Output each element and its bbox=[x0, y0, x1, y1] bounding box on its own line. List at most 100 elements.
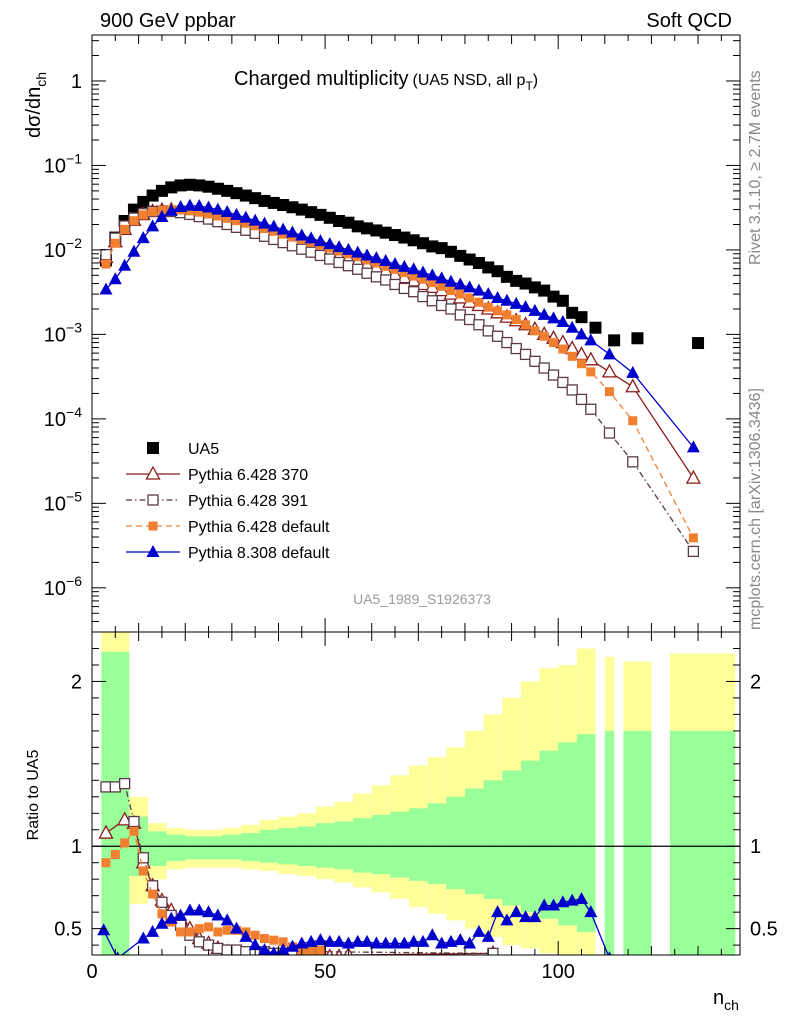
data-point bbox=[165, 181, 178, 194]
x-tick-label: 100 bbox=[541, 961, 574, 983]
ratio-point bbox=[463, 936, 477, 949]
band-green bbox=[390, 811, 410, 878]
y-tick-label: 1 bbox=[71, 71, 82, 93]
data-point bbox=[304, 231, 318, 244]
ratio-point bbox=[369, 936, 383, 949]
data-point bbox=[342, 216, 355, 229]
ratio-point bbox=[239, 929, 253, 942]
data-point bbox=[445, 303, 457, 315]
data-point bbox=[692, 337, 705, 350]
y-tick-label: 10−6 bbox=[44, 573, 82, 600]
band-green bbox=[203, 836, 223, 860]
legend-marker bbox=[147, 494, 159, 506]
main-panel: 1 10−1 10−2 10−3 10−4 10−5 10−6 Charged multip… bbox=[23, 34, 741, 633]
band-green bbox=[670, 730, 736, 955]
data-point bbox=[250, 221, 260, 231]
band-green bbox=[446, 796, 465, 890]
data-point bbox=[547, 311, 561, 324]
ratio-point bbox=[97, 923, 111, 936]
ratio-point bbox=[204, 922, 214, 932]
data-point bbox=[127, 244, 141, 257]
data-point bbox=[435, 271, 449, 284]
data-point bbox=[221, 184, 234, 197]
data-point bbox=[558, 344, 568, 354]
ratio-point bbox=[584, 905, 598, 918]
series-pythia-8-308-default bbox=[99, 198, 700, 453]
ratio-point bbox=[481, 929, 495, 942]
band-green bbox=[520, 760, 540, 913]
data-point bbox=[510, 274, 523, 287]
data-point bbox=[183, 198, 197, 211]
data-point bbox=[491, 265, 504, 278]
data-point bbox=[323, 237, 337, 250]
ratio-point bbox=[202, 905, 216, 918]
ratio-uncertainty-bands bbox=[92, 632, 740, 955]
ratio-point bbox=[285, 939, 299, 952]
x-axis-label: nch bbox=[713, 987, 739, 1013]
data-point bbox=[241, 218, 251, 228]
data-point bbox=[455, 289, 465, 299]
ratio-point bbox=[220, 913, 234, 926]
data-point bbox=[155, 210, 169, 223]
data-point bbox=[370, 271, 383, 283]
data-point bbox=[313, 234, 327, 247]
ratio-point bbox=[192, 903, 206, 916]
ratio-point bbox=[607, 951, 612, 955]
ratio-point bbox=[129, 826, 139, 836]
data-point bbox=[352, 263, 364, 275]
data-point bbox=[585, 403, 597, 415]
band-green bbox=[502, 770, 521, 906]
data-point bbox=[407, 234, 420, 247]
data-point bbox=[529, 355, 541, 367]
ratio-point bbox=[313, 933, 327, 946]
data-point bbox=[565, 320, 579, 333]
main-title: Charged multiplicity (UA5 NSD, all pT) bbox=[234, 68, 538, 93]
data-point bbox=[295, 228, 309, 241]
data-point bbox=[501, 336, 513, 349]
ratio-point bbox=[269, 935, 279, 945]
data-point bbox=[220, 205, 234, 218]
data-point bbox=[575, 393, 588, 406]
data-point bbox=[537, 307, 551, 320]
ratio-point bbox=[128, 815, 140, 828]
data-point bbox=[444, 274, 458, 287]
ratio-point bbox=[183, 903, 197, 916]
data-point bbox=[257, 216, 271, 229]
data-point bbox=[389, 229, 402, 242]
data-point bbox=[390, 264, 400, 274]
legend-label: UA5 bbox=[188, 441, 219, 458]
ratio-point bbox=[407, 934, 421, 947]
legend-item-pythia-8-308-default: Pythia 8.308 default bbox=[126, 545, 330, 562]
band-green bbox=[222, 834, 242, 860]
data-point bbox=[398, 231, 411, 244]
data-point bbox=[557, 376, 569, 389]
data-point bbox=[323, 211, 336, 224]
data-point bbox=[427, 278, 437, 288]
data-point bbox=[426, 295, 438, 307]
data-point bbox=[399, 268, 409, 278]
data-point bbox=[425, 268, 439, 281]
data-point bbox=[211, 202, 225, 215]
data-point bbox=[398, 282, 410, 295]
data-point bbox=[155, 184, 168, 197]
ratio-point bbox=[100, 781, 112, 793]
ratio-point bbox=[136, 931, 150, 944]
data-point bbox=[566, 306, 579, 319]
y-tick-label: 10−5 bbox=[44, 488, 82, 515]
data-point bbox=[314, 208, 327, 221]
ratio-axes: 0.5 0.5 1 1 2 2 0 50 100 bbox=[54, 632, 778, 983]
data-point bbox=[454, 249, 467, 262]
data-point bbox=[628, 416, 638, 426]
ratio-point bbox=[137, 852, 149, 864]
data-point bbox=[361, 267, 373, 279]
ratio-point bbox=[574, 891, 588, 904]
band-green bbox=[315, 823, 335, 868]
data-point bbox=[454, 309, 466, 321]
ratio-y-tick-label-right: 1 bbox=[750, 836, 761, 858]
band-green bbox=[110, 651, 130, 955]
data-point bbox=[521, 320, 531, 330]
data-point bbox=[482, 261, 495, 274]
data-point bbox=[183, 178, 196, 191]
data-point bbox=[407, 262, 421, 275]
